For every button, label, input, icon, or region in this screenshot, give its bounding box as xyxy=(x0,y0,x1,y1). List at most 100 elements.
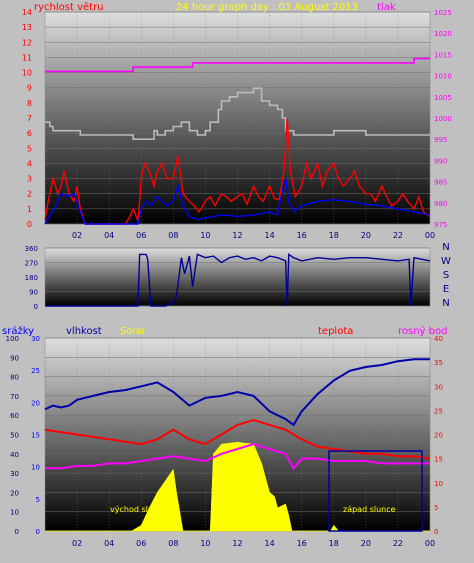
temperature-humidity-chart: 0 10 20 30 40 50 60 70 80 90 100 0 5 10 15 20 25 30 0 5 10… xyxy=(2,325,447,548)
chart1-right-tick: 995 xyxy=(434,136,447,144)
chart3-series-line xyxy=(45,443,430,471)
chart3-rain-tick: 15 xyxy=(31,432,40,440)
chart3-temperature-tick: 0 xyxy=(434,528,438,536)
chart3-humidity-tick: 100 xyxy=(6,335,19,343)
chart3-x-tick: 20 xyxy=(361,539,371,548)
chart3-humidity-tick: 30 xyxy=(10,470,19,478)
chart3-x-tick: 00 xyxy=(425,539,435,548)
chart2-left-ticks: 0 90 180 270 360 xyxy=(25,245,38,311)
sunset-annotation: západ slunce xyxy=(343,505,396,514)
chart3-temperature-tick: 15 xyxy=(434,456,443,464)
chart3-legend-entry: srážky xyxy=(2,325,34,337)
chart2-left-tick: 0 xyxy=(34,303,38,311)
chart1-x-tick: 22 xyxy=(393,231,403,240)
chart3-legend-entry: rosný bod xyxy=(398,325,447,337)
chart3-series-line xyxy=(44,358,430,427)
sunset-marker-box xyxy=(328,450,423,532)
chart3-series-line xyxy=(44,418,431,460)
chart1-left-tick: 8 xyxy=(27,99,32,108)
chart1-right-axis-label: tlak xyxy=(377,2,396,13)
chart3-humidity-tick: 90 xyxy=(10,354,19,362)
chart1-left-tick: 2 xyxy=(27,190,32,199)
chart1-left-tick: 5 xyxy=(27,144,32,153)
chart1-left-tick: 12 xyxy=(22,38,32,47)
chart1-left-tick: 14 xyxy=(22,8,32,17)
chart3-x-tick: 04 xyxy=(104,539,114,548)
chart1-left-tick: 6 xyxy=(27,129,32,138)
chart1-x-tick: 08 xyxy=(168,231,178,240)
chart3-series xyxy=(44,358,431,532)
chart1-x-tick: 14 xyxy=(264,231,274,240)
sunrise-annotation: východ slunce xyxy=(110,505,167,514)
chart1-left-tick: 4 xyxy=(27,159,32,168)
chart3-temperature-tick: 10 xyxy=(434,480,443,488)
chart3-x-ticks: 02 04 06 08 10 12 14 16 18 20 22 00 xyxy=(72,539,435,548)
chart2-left-tick: 90 xyxy=(29,289,38,297)
chart1-x-tick: 18 xyxy=(329,231,339,240)
chart1-right-tick: 975 xyxy=(434,221,447,229)
chart1-x-tick: 02 xyxy=(72,231,82,240)
chart3-legend-entry: teplota xyxy=(318,326,353,337)
chart1-right-tick: 1025 xyxy=(434,9,452,17)
chart2-compass-label: W xyxy=(441,256,451,267)
chart3-temperature-tick: 5 xyxy=(434,504,438,512)
chart1-title: 24 hour graph day : 03 August 2013 xyxy=(176,2,358,13)
chart3-temperature-tick: 35 xyxy=(434,359,443,367)
chart1-right-tick: 1005 xyxy=(434,94,452,102)
chart1-left-tick: 7 xyxy=(27,114,32,123)
chart1-left-tick: 11 xyxy=(22,53,32,62)
chart1-left-tick: 3 xyxy=(27,175,32,184)
chart3-rain-ticks: 0 5 10 15 20 25 30 xyxy=(31,335,40,536)
chart3-x-tick: 10 xyxy=(200,539,210,548)
chart3-rain-tick: 30 xyxy=(31,335,40,343)
chart1-left-tick: 1 xyxy=(27,205,32,214)
chart3-x-tick: 18 xyxy=(329,539,339,548)
chart1-x-tick: 04 xyxy=(104,231,114,240)
chart3-temperature-tick: 30 xyxy=(434,383,443,391)
chart1-x-tick: 20 xyxy=(361,231,371,240)
chart1-series-line xyxy=(44,178,431,225)
chart1-left-tick: 13 xyxy=(22,23,32,32)
chart1-series-line xyxy=(45,57,430,73)
chart2-compass-label: N xyxy=(442,242,449,253)
chart3-legend-entry: Solar xyxy=(120,326,146,337)
chart3-humidity-tick: 40 xyxy=(10,451,19,459)
chart3-legend: srážky vlhkost Solar teplota rosný bod xyxy=(2,325,447,337)
chart3-temperature-tick: 40 xyxy=(434,335,443,343)
chart1-right-tick: 1015 xyxy=(434,51,452,59)
chart2-series xyxy=(45,253,431,307)
chart3-humidity-tick: 20 xyxy=(10,489,19,497)
chart2-compass-label: N xyxy=(442,298,449,309)
chart1-x-tick: 00 xyxy=(425,231,435,240)
chart1-right-tick: 990 xyxy=(434,157,447,165)
chart1-right-ticks: 975 980 985 990 995 1000 1005 1010 1015 1020 1025 xyxy=(434,9,452,229)
chart3-rain-tick: 20 xyxy=(31,399,40,407)
chart1-right-tick: 1000 xyxy=(434,115,452,123)
chart2-left-tick: 180 xyxy=(25,274,38,282)
chart3-humidity-tick: 70 xyxy=(10,393,19,401)
chart3-x-tick: 12 xyxy=(232,539,242,548)
chart2-series-line xyxy=(45,253,431,307)
chart2-grid xyxy=(45,247,430,307)
chart1-x-tick: 16 xyxy=(297,231,307,240)
chart1-left-tick: 9 xyxy=(27,84,32,93)
chart3-humidity-tick: 0 xyxy=(15,528,19,536)
chart3-humidity-tick: 10 xyxy=(10,509,19,517)
chart1-left-tick: 10 xyxy=(22,69,32,78)
chart1-left-axis-label: rychlost větru xyxy=(34,1,104,13)
chart1-x-tick: 10 xyxy=(200,231,210,240)
chart1-right-tick: 980 xyxy=(434,200,447,208)
chart3-x-tick: 06 xyxy=(136,539,146,548)
chart3-humidity-tick: 80 xyxy=(10,374,19,382)
chart1-x-tick: 12 xyxy=(232,231,242,240)
chart3-rain-tick: 10 xyxy=(31,464,40,472)
chart1-series xyxy=(44,57,431,225)
chart1-right-tick: 1010 xyxy=(434,73,452,81)
chart3-solar-area xyxy=(45,441,430,532)
chart1-series-line xyxy=(45,87,430,140)
